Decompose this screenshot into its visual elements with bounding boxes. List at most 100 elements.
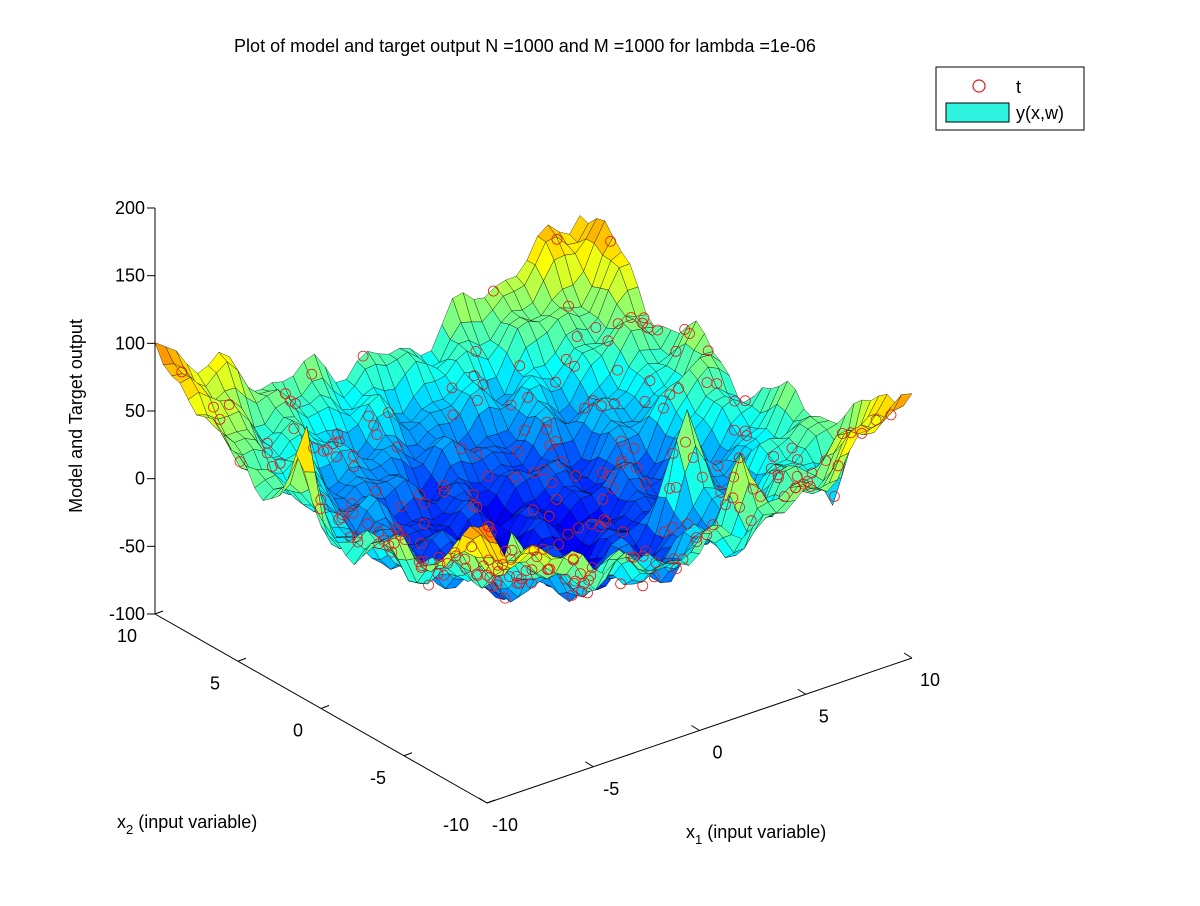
target-point	[510, 471, 521, 483]
target-point	[485, 526, 497, 538]
y-tick	[320, 705, 330, 709]
target-point	[234, 456, 246, 468]
target-point	[568, 554, 579, 566]
target-point	[729, 424, 740, 436]
target-point	[870, 414, 882, 426]
target-point	[352, 536, 364, 548]
legend-marker-t	[972, 79, 986, 93]
y-axis-label-sub: 2	[126, 822, 133, 837]
target-point	[413, 489, 425, 501]
target-point	[681, 518, 693, 530]
target-point	[597, 467, 608, 479]
target-point	[720, 499, 731, 511]
chart-title: Plot of model and target output N =1000 …	[234, 36, 816, 56]
target-point	[332, 428, 344, 440]
target-point	[755, 491, 766, 502]
target-point	[594, 521, 606, 533]
y-tick-label: 0	[293, 721, 303, 741]
target-point	[625, 312, 637, 323]
target-point	[450, 550, 462, 562]
target-point	[266, 460, 278, 472]
target-point	[477, 379, 489, 391]
target-point	[741, 430, 753, 442]
target-point	[765, 462, 777, 474]
target-point	[394, 529, 406, 541]
target-point	[773, 472, 784, 484]
target-point	[499, 592, 511, 604]
target-point	[306, 368, 318, 380]
target-point	[628, 442, 640, 454]
target-point	[829, 490, 840, 502]
z-tick-label: 0	[135, 469, 145, 489]
y-tick-label: 5	[210, 673, 220, 693]
target-point	[447, 409, 459, 421]
target-point	[707, 519, 719, 530]
z-axis-ticks: -100 -50 0 50 100 150 200	[109, 198, 155, 624]
target-point	[395, 501, 407, 513]
target-point	[553, 539, 565, 550]
target-point	[483, 554, 495, 566]
target-point	[550, 435, 562, 447]
target-point	[586, 562, 598, 573]
target-point	[346, 498, 358, 510]
x-tick	[691, 725, 700, 731]
target-point	[419, 497, 430, 509]
target-point	[438, 486, 450, 498]
x-tick-label: 0	[712, 743, 722, 763]
target-point	[481, 569, 493, 581]
target-point	[575, 568, 586, 579]
target-point	[576, 586, 588, 597]
target-point	[615, 435, 627, 447]
z-tick-label: 50	[125, 401, 145, 421]
target-point	[677, 553, 689, 565]
target-point	[442, 558, 453, 569]
target-point	[639, 395, 651, 407]
target-point	[668, 553, 679, 565]
target-point	[274, 457, 286, 469]
target-point	[327, 438, 339, 450]
target-point	[648, 571, 660, 583]
target-point	[477, 560, 489, 572]
y-tick	[237, 657, 247, 662]
target-point	[528, 467, 540, 479]
target-point	[587, 395, 599, 407]
target-point	[739, 425, 751, 437]
target-point	[734, 501, 745, 513]
target-point	[542, 564, 553, 575]
target-point	[664, 389, 676, 401]
target-point	[680, 436, 691, 448]
x-tick	[903, 652, 913, 659]
target-point	[520, 565, 532, 577]
target-point	[845, 427, 857, 439]
target-point	[729, 395, 740, 407]
target-point	[526, 564, 538, 576]
z-tick-label: -50	[119, 536, 145, 556]
x-tick-label: -10	[492, 815, 518, 835]
target-point	[597, 493, 609, 505]
target-point	[637, 580, 649, 592]
target-point	[333, 514, 344, 526]
target-point	[261, 447, 273, 459]
target-point	[806, 467, 818, 479]
target-point	[603, 470, 615, 482]
target-point	[670, 481, 682, 493]
y-tick	[154, 610, 164, 615]
target-point	[598, 514, 610, 526]
target-point	[712, 460, 724, 472]
target-point	[638, 312, 650, 324]
target-point	[778, 491, 790, 502]
target-point	[658, 402, 669, 414]
legend-patch-y	[945, 102, 1010, 123]
z-tick-label: 200	[115, 198, 145, 218]
target-point	[541, 424, 553, 436]
x-tick	[478, 797, 488, 804]
target-point	[468, 370, 480, 382]
target-point	[560, 353, 572, 365]
y-axis-label-rest: (input variable)	[133, 812, 257, 832]
target-point	[505, 554, 517, 565]
target-point	[786, 442, 798, 454]
y-tick	[403, 752, 413, 757]
target-point	[176, 366, 188, 378]
target-point	[596, 400, 607, 412]
target-point	[522, 391, 534, 403]
